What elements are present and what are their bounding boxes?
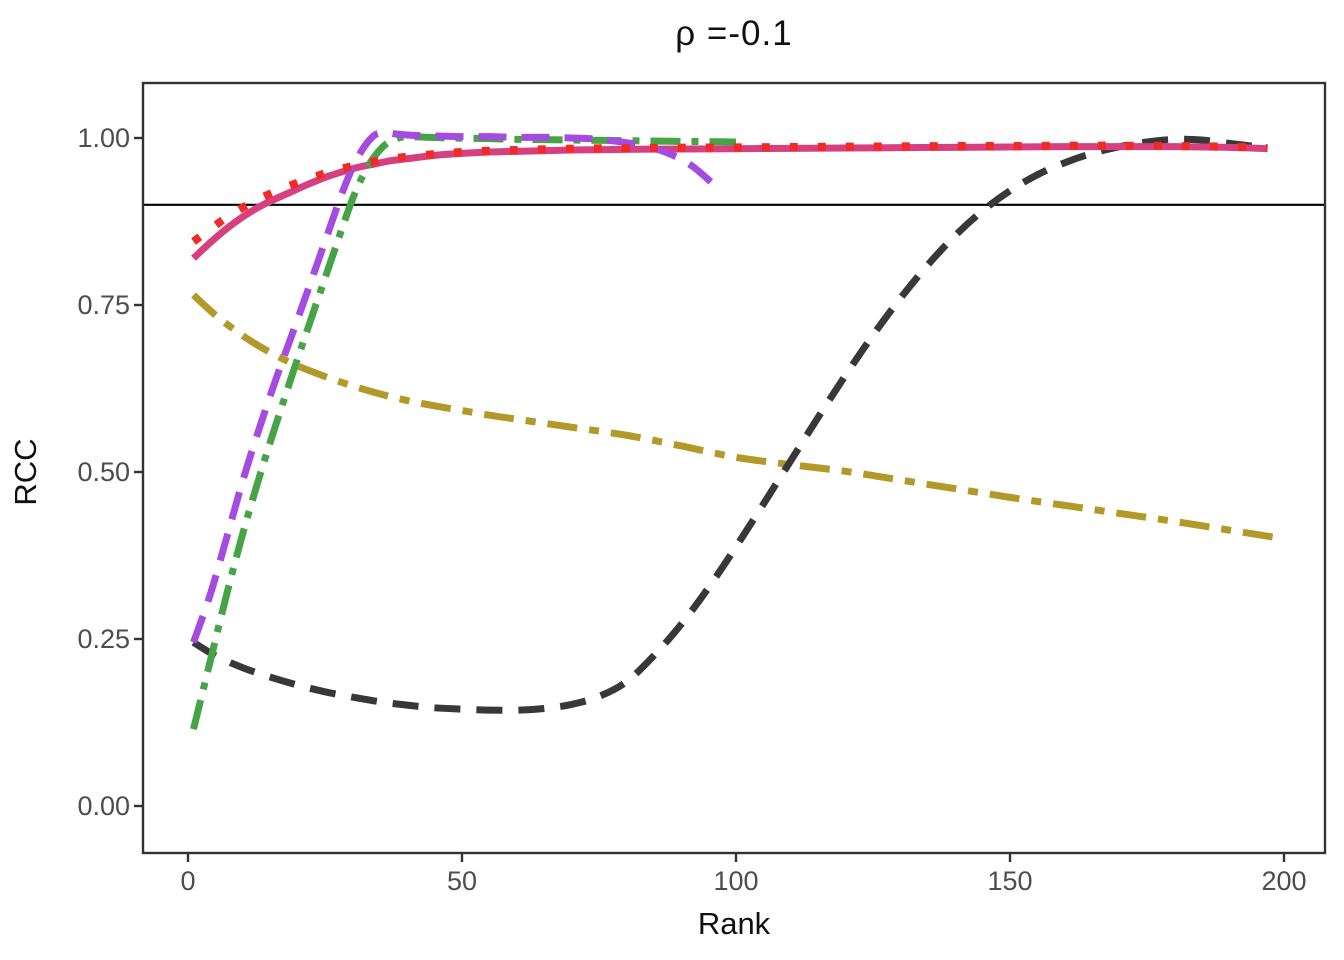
series-purple-longdash-line: [190, 129, 717, 644]
x-tick-label: 0: [180, 866, 196, 896]
series-green-dashdot-line: [190, 133, 737, 731]
x-tick-label: 150: [987, 866, 1033, 896]
series-pink-solid-line: [191, 143, 1268, 261]
series-olive-dashdot-line: [191, 292, 1285, 543]
y-tick-label: 1.00: [77, 123, 130, 153]
y-tick-label: 0.75: [77, 290, 130, 320]
y-tick-label: 0.25: [77, 624, 130, 654]
x-tick-label: 50: [446, 866, 478, 896]
panel-border: [141, 81, 1327, 855]
x-tick-label: 100: [713, 866, 759, 896]
x-tick-label: 200: [1261, 866, 1307, 896]
plot-title: ρ =-0.1: [675, 14, 793, 53]
x-axis-title: Rank: [697, 906, 771, 941]
series-black-dashed-line: [191, 135, 1263, 714]
y-tick-label: 0.50: [77, 457, 130, 487]
y-tick-label: 0.00: [77, 791, 130, 821]
